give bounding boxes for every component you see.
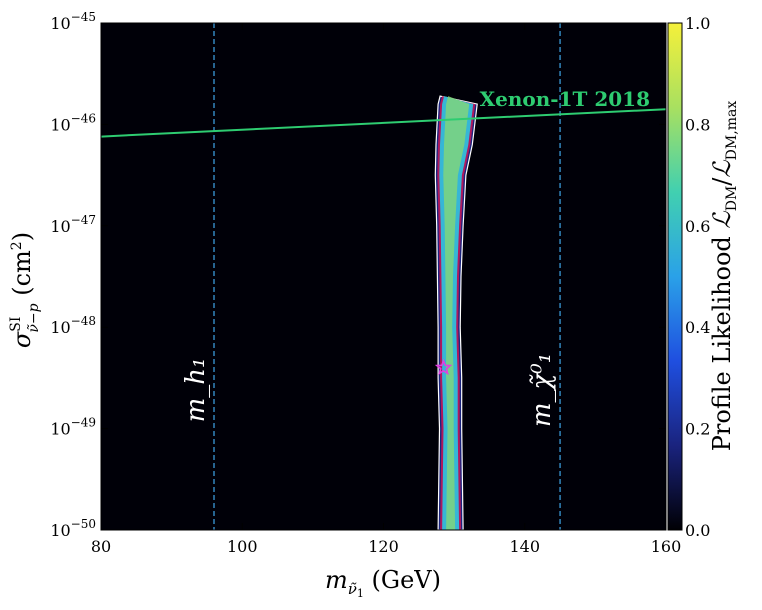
colorbar-tick-label: 0.8 — [685, 115, 710, 134]
colorbar-tick-label: 0.0 — [685, 521, 710, 540]
best-fit-star — [434, 358, 453, 376]
xenon-limit-label: Xenon-1T 2018 — [480, 87, 650, 111]
plot-layer: Xenon-1T 2018 — [101, 23, 666, 530]
plot-area — [101, 23, 666, 530]
x-tick-label: 100 — [227, 537, 258, 556]
x-axis-title: mν̃1 (GeV) — [325, 566, 441, 600]
y-tick-label: 10−48 — [50, 314, 96, 337]
y-tick-label: 10−49 — [50, 416, 96, 439]
y-axis-title: σSI ν̃−p (cm2) — [8, 232, 42, 348]
colorbar-tick-label: 1.0 — [685, 14, 710, 33]
colorbar-tick-label: 0.6 — [685, 217, 710, 236]
y-tick-label: 10−47 — [50, 213, 96, 236]
x-tick-label: 160 — [651, 537, 682, 556]
x-tick-label: 140 — [509, 537, 540, 556]
colorbar — [667, 22, 683, 531]
mass-line-label-2: m_χ̃⁰₁ — [527, 353, 557, 427]
y-tick-label: 10−45 — [50, 10, 96, 33]
likelihood-band-core — [443, 96, 470, 530]
colorbar-layer: 0.0 0.2 0.4 0.6 0.8 1.0 — [685, 14, 710, 540]
xenon-limit-line — [101, 108, 666, 138]
colorbar-title: Profile Likelihood ℒDM/ℒDM,max — [708, 101, 740, 452]
colorbar-tick-label: 0.2 — [685, 420, 710, 439]
colorbar-tick-label: 0.4 — [685, 318, 710, 337]
axes-layer: 80 100 120 140 160 10−50 10−49 10−48 10−47 10−46 1… — [50, 10, 681, 556]
x-tick-label: 120 — [368, 537, 399, 556]
x-tick-label: 80 — [91, 537, 111, 556]
y-tick-label: 10−46 — [50, 111, 96, 134]
mass-line-label-1: m_h₁ — [181, 358, 211, 423]
y-tick-label: 10−50 — [50, 517, 96, 540]
